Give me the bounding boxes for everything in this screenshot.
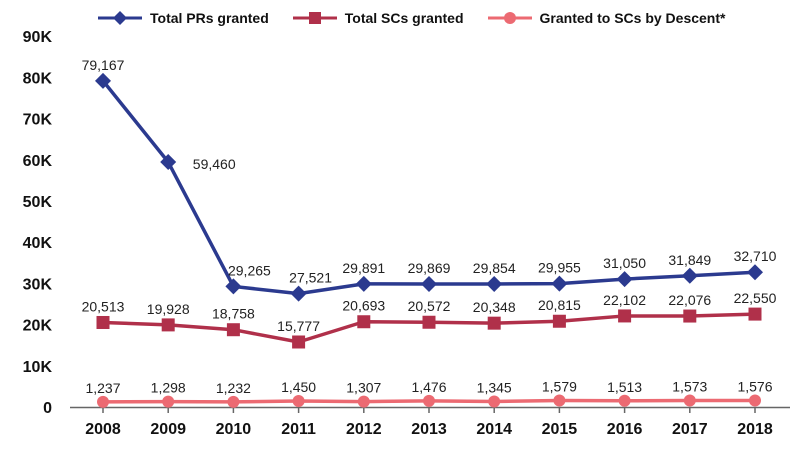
data-point-square bbox=[422, 315, 436, 329]
legend-item-pr: Total PRs granted bbox=[98, 10, 269, 26]
x-tick-label: 2015 bbox=[542, 421, 578, 438]
data-point-circle bbox=[162, 395, 175, 408]
data-point-square bbox=[683, 309, 697, 323]
data-label: 1,579 bbox=[542, 378, 577, 394]
data-point-square bbox=[161, 318, 175, 332]
data-point-circle bbox=[423, 394, 435, 407]
data-label: 27,521 bbox=[289, 270, 332, 286]
data-label: 22,102 bbox=[603, 292, 646, 308]
data-point-circle bbox=[488, 395, 501, 408]
legend-label-sc: Total SCs granted bbox=[344, 10, 464, 26]
data-label: 31,050 bbox=[603, 255, 646, 271]
data-point-square bbox=[357, 315, 371, 329]
legend-square-marker-icon bbox=[292, 12, 337, 24]
data-label: 1,476 bbox=[411, 379, 446, 395]
data-point-diamond bbox=[681, 267, 698, 284]
y-tick-label: 50K bbox=[23, 194, 53, 211]
x-tick-label: 2011 bbox=[281, 421, 316, 438]
x-tick-label: 2016 bbox=[607, 421, 643, 438]
data-label: 59,460 bbox=[193, 156, 236, 172]
data-point-circle bbox=[749, 394, 761, 407]
data-label: 19,928 bbox=[147, 301, 190, 317]
data-point-diamond bbox=[160, 154, 177, 171]
x-tick-label: 2018 bbox=[737, 421, 773, 438]
data-point-circle bbox=[357, 395, 370, 408]
y-tick-label: 90K bbox=[23, 29, 53, 46]
x-tick-label: 2008 bbox=[85, 421, 121, 438]
legend-circle-marker-icon bbox=[487, 12, 532, 24]
data-label: 32,710 bbox=[734, 248, 777, 264]
legend-item-sc: Total SCs granted bbox=[292, 10, 464, 26]
data-label: 1,298 bbox=[151, 380, 186, 396]
data-label: 29,891 bbox=[342, 260, 385, 276]
x-tick-label: 2010 bbox=[216, 421, 252, 438]
data-label: 31,849 bbox=[668, 252, 711, 268]
data-label: 29,869 bbox=[408, 260, 451, 276]
y-tick-label: 30K bbox=[23, 276, 53, 293]
data-label: 20,348 bbox=[473, 299, 516, 315]
data-label: 1,573 bbox=[672, 379, 707, 395]
x-tick-label: 2012 bbox=[346, 421, 382, 438]
data-point-circle bbox=[97, 395, 109, 408]
y-tick-label: 70K bbox=[23, 112, 53, 129]
chart-legend: Total PRs granted Total SCs granted Gran… bbox=[98, 6, 749, 30]
data-point-circle bbox=[683, 394, 696, 407]
data-label: 20,513 bbox=[82, 298, 125, 314]
y-tick-label: 0 bbox=[43, 400, 52, 417]
data-label: 22,076 bbox=[668, 292, 711, 308]
data-point-circle bbox=[553, 394, 566, 407]
data-label: 20,572 bbox=[408, 298, 451, 314]
data-label: 15,777 bbox=[277, 318, 320, 334]
data-label: 1,345 bbox=[477, 379, 512, 395]
data-point-diamond bbox=[421, 275, 437, 292]
x-tick-label: 2009 bbox=[150, 421, 186, 438]
x-tick-label: 2017 bbox=[672, 421, 708, 438]
y-tick-label: 10K bbox=[23, 359, 53, 376]
data-point-square bbox=[552, 314, 566, 328]
legend-item-descent: Granted to SCs by Descent* bbox=[487, 10, 726, 26]
legend-label-pr: Total PRs granted bbox=[150, 10, 269, 26]
data-label: 20,815 bbox=[538, 297, 581, 313]
data-point-diamond bbox=[747, 264, 763, 281]
data-point-diamond bbox=[290, 285, 307, 302]
data-point-square bbox=[618, 309, 632, 323]
y-tick-label: 20K bbox=[23, 318, 53, 335]
data-label: 20,693 bbox=[342, 298, 385, 314]
data-point-square bbox=[487, 316, 501, 330]
x-tick-label: 2014 bbox=[476, 421, 512, 438]
data-label: 1,237 bbox=[85, 380, 120, 396]
data-point-diamond bbox=[355, 275, 372, 292]
data-point-circle bbox=[227, 395, 240, 408]
data-label: 22,550 bbox=[734, 290, 777, 306]
data-label: 1,307 bbox=[346, 380, 381, 396]
y-tick-label: 60K bbox=[23, 153, 53, 170]
data-point-square bbox=[96, 315, 110, 329]
data-point-square bbox=[226, 323, 240, 337]
data-label: 79,167 bbox=[82, 57, 125, 73]
y-tick-label: 80K bbox=[23, 70, 53, 87]
data-label: 1,232 bbox=[216, 380, 251, 396]
legend-diamond-marker-icon bbox=[98, 11, 142, 25]
data-label: 29,955 bbox=[538, 260, 581, 276]
data-point-square bbox=[292, 335, 306, 349]
data-point-diamond bbox=[225, 278, 242, 295]
data-point-circle bbox=[618, 394, 631, 407]
y-tick-label: 40K bbox=[23, 235, 53, 252]
data-label: 29,265 bbox=[228, 262, 271, 278]
data-label: 29,854 bbox=[473, 260, 516, 276]
data-label: 1,513 bbox=[607, 379, 642, 395]
x-tick-label: 2013 bbox=[411, 421, 447, 438]
legend-label-descent: Granted to SCs by Descent* bbox=[539, 10, 726, 26]
data-label: 18,758 bbox=[212, 306, 255, 322]
data-point-circle bbox=[292, 395, 305, 408]
data-point-diamond bbox=[486, 276, 503, 293]
data-point-square bbox=[748, 307, 762, 321]
data-point-diamond bbox=[95, 72, 111, 89]
data-point-diamond bbox=[551, 275, 568, 292]
data-label: 1,450 bbox=[281, 379, 316, 395]
data-label: 1,576 bbox=[737, 379, 772, 395]
data-point-diamond bbox=[616, 271, 633, 288]
